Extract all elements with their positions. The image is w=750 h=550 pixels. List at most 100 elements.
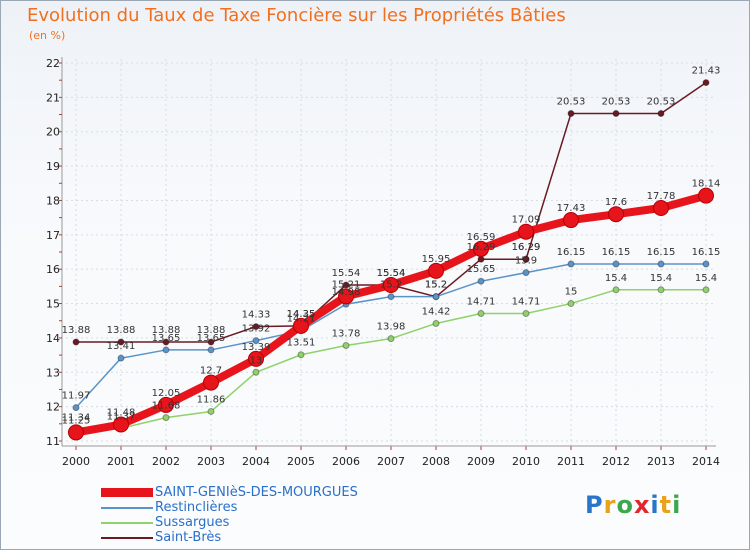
- data-point-restincli-res: [387, 293, 395, 301]
- data-point-saint-br-s: [612, 110, 620, 118]
- data-point-restincli-res: [522, 269, 530, 277]
- data-point-saint-geni-s-des-mourgues: [383, 276, 399, 293]
- data-point-saint-br-s: [477, 255, 485, 263]
- data-label-saint-br-s: 20.53: [647, 97, 676, 108]
- data-point-saint-geni-s-des-mourgues: [113, 416, 129, 433]
- y-tick-label: 17: [46, 229, 60, 242]
- data-label-sussargues: 13.51: [287, 338, 316, 349]
- data-label-restincli-res: 15.9: [515, 256, 537, 267]
- data-label-restincli-res: 15.2: [425, 280, 447, 291]
- axes: 11 12 13 14 15 16 17 18 19 20 21 22 2000 2001 2002 2003…: [46, 57, 720, 468]
- x-tick-label: 2005: [287, 455, 315, 468]
- data-label-saint-br-s: 16.29: [512, 242, 541, 253]
- data-point-saint-geni-s-des-mourgues: [698, 187, 714, 204]
- data-label-saint-br-s: 16.29: [467, 242, 496, 253]
- data-point-restincli-res: [117, 354, 125, 362]
- data-point-restincli-res: [702, 260, 710, 268]
- data-label-sussargues: 14.71: [467, 297, 496, 308]
- data-label-sussargues: 13: [250, 355, 263, 366]
- data-label-restincli-res: 11.97: [62, 391, 91, 402]
- data-point-saint-br-s: [522, 255, 530, 263]
- x-tick-label: 2014: [692, 455, 720, 468]
- x-tick-label: 2010: [512, 455, 540, 468]
- data-label-saint-geni-s-des-mourgues: 12.7: [200, 366, 222, 377]
- data-point-saint-geni-s-des-mourgues: [563, 212, 579, 229]
- data-label-restincli-res: 13.92: [242, 324, 271, 335]
- data-label-saint-geni-s-des-mourgues: 11.25: [62, 415, 91, 426]
- data-point-saint-br-s: [702, 79, 710, 87]
- data-label-sussargues: 14.42: [422, 306, 451, 317]
- data-point-restincli-res: [612, 260, 620, 268]
- legend-item: SAINT-GENIèS-DES-MOURGUES: [101, 485, 358, 500]
- data-label-saint-geni-s-des-mourgues: 14.35: [287, 309, 316, 320]
- data-point-sussargues: [342, 341, 350, 349]
- x-tick-label: 2006: [332, 455, 360, 468]
- data-label-saint-geni-s-des-mourgues: 15.54: [377, 268, 406, 279]
- data-point-saint-geni-s-des-mourgues: [518, 223, 534, 240]
- y-tick-label: 15: [46, 298, 60, 311]
- data-point-sussargues: [657, 286, 665, 294]
- data-label-saint-geni-s-des-mourgues: 15.21: [332, 279, 361, 290]
- data-label-saint-br-s: 15.2: [425, 280, 447, 291]
- data-point-saint-geni-s-des-mourgues: [653, 200, 669, 217]
- data-label-saint-br-s: 13.88: [107, 325, 136, 336]
- data-point-restincli-res: [162, 346, 170, 354]
- data-label-saint-geni-s-des-mourgues: 18.14: [692, 179, 721, 190]
- data-label-restincli-res: 16.15: [557, 247, 586, 258]
- y-axis-unit: (en %): [29, 29, 66, 42]
- y-tick-label: 11: [46, 435, 60, 448]
- data-label-sussargues: 13.78: [332, 328, 361, 339]
- data-label-saint-br-s: 13.88: [152, 325, 181, 336]
- x-tick-label: 2000: [62, 455, 90, 468]
- data-point-restincli-res: [72, 404, 80, 412]
- data-label-sussargues: 11.86: [197, 394, 226, 405]
- data-point-saint-br-s: [252, 323, 260, 331]
- data-label-sussargues: 11.34: [62, 412, 91, 423]
- data-point-sussargues: [702, 286, 710, 294]
- value-labels: 13.88 13.88 13.88 13.88 14.33 14.35 15.54 15.54…: [62, 66, 721, 427]
- data-label-saint-br-s: 21.43: [692, 66, 721, 77]
- y-tick-label: 21: [46, 91, 60, 104]
- data-point-sussargues: [612, 286, 620, 294]
- data-point-saint-geni-s-des-mourgues: [68, 424, 84, 441]
- data-point-restincli-res: [567, 260, 575, 268]
- legend-swatch: [101, 536, 153, 539]
- data-point-saint-br-s: [207, 338, 215, 346]
- data-point-saint-geni-s-des-mourgues: [608, 206, 624, 223]
- data-point-saint-geni-s-des-mourgues: [473, 240, 489, 257]
- data-point-saint-br-s: [162, 338, 170, 346]
- legend-item: Sussargues: [101, 515, 358, 530]
- x-tick-label: 2004: [242, 455, 270, 468]
- y-tick-label: 22: [46, 57, 60, 70]
- data-label-saint-br-s: 20.53: [602, 97, 631, 108]
- x-tick-label: 2007: [377, 455, 405, 468]
- data-label-saint-br-s: 15.54: [332, 268, 361, 279]
- data-point-saint-br-s: [657, 110, 665, 118]
- data-label-restincli-res: 16.15: [692, 247, 721, 258]
- legend: SAINT-GENIèS-DES-MOURGUES Restinclières Su…: [101, 485, 358, 545]
- legend-label: Saint-Brès: [155, 530, 222, 545]
- data-label-restincli-res: 13.41: [107, 341, 136, 352]
- data-label-saint-geni-s-des-mourgues: 17.43: [557, 203, 586, 214]
- data-point-saint-geni-s-des-mourgues: [203, 374, 219, 391]
- y-tick-label: 16: [46, 263, 60, 276]
- data-label-saint-geni-s-des-mourgues: 16.59: [467, 232, 496, 243]
- data-point-sussargues: [252, 368, 260, 376]
- legend-item: Restinclières: [101, 500, 358, 515]
- data-label-sussargues: 15: [565, 287, 578, 298]
- data-label-saint-br-s: 13.88: [62, 325, 91, 336]
- data-label-saint-br-s: 20.53: [557, 97, 586, 108]
- x-tick-label: 2013: [647, 455, 675, 468]
- data-point-saint-geni-s-des-mourgues: [248, 350, 264, 367]
- data-point-saint-br-s: [72, 338, 80, 346]
- data-label-saint-br-s: 14.35: [287, 309, 316, 320]
- data-point-saint-br-s: [342, 281, 350, 289]
- data-label-saint-geni-s-des-mourgues: 12.05: [152, 388, 181, 399]
- x-tick-label: 2001: [107, 455, 135, 468]
- data-point-saint-geni-s-des-mourgues: [428, 262, 444, 279]
- legend-label: Restinclières: [155, 500, 238, 515]
- data-point-saint-geni-s-des-mourgues: [338, 288, 354, 305]
- data-label-saint-geni-s-des-mourgues: 17.78: [647, 191, 676, 202]
- data-point-saint-geni-s-des-mourgues: [293, 317, 309, 334]
- data-point-restincli-res: [207, 346, 215, 354]
